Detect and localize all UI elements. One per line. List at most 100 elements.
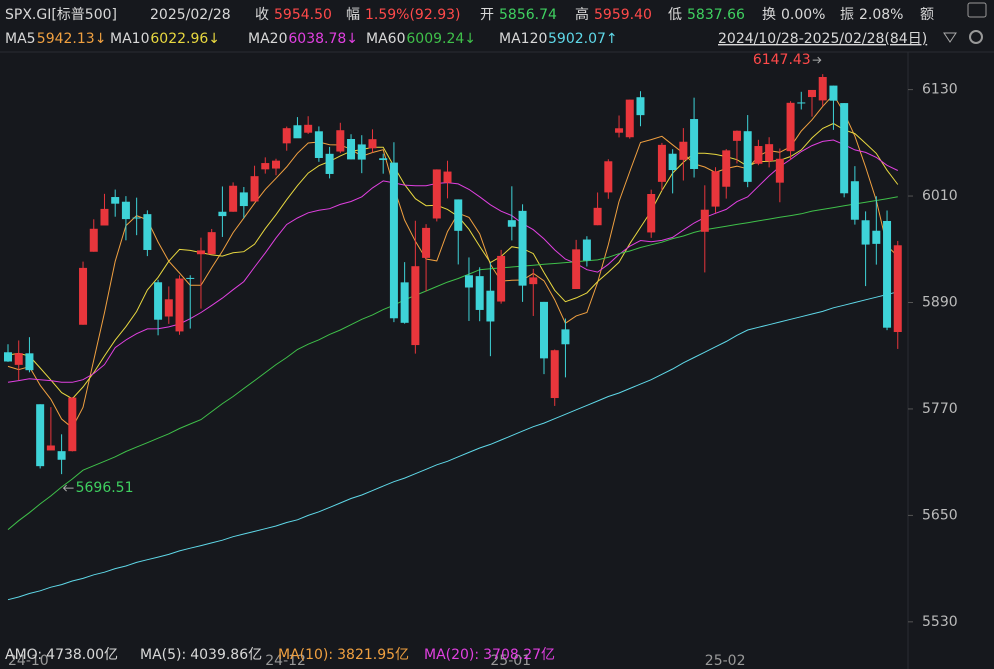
candle-body	[647, 194, 656, 233]
candle-body	[218, 211, 227, 217]
candle-body	[572, 249, 581, 290]
low-label: 5696.51	[76, 480, 134, 496]
candle-body	[196, 250, 205, 255]
field-label: 开	[480, 7, 494, 23]
candle-body	[293, 125, 302, 139]
candle-body	[272, 160, 280, 169]
candle-body	[111, 197, 120, 204]
candle-body	[79, 267, 88, 325]
candle-body	[786, 102, 795, 152]
candle-body	[379, 158, 388, 161]
y-tick-label: 6010	[922, 188, 958, 204]
candle-body	[304, 124, 313, 133]
footer-value: 4738.00亿	[46, 647, 118, 663]
candle-body	[829, 85, 838, 101]
candle-body	[486, 290, 495, 322]
candle-body	[668, 153, 677, 171]
field-value: 5959.40	[594, 7, 652, 23]
legend-value: 5942.13↓	[37, 31, 107, 47]
legend-name: MA120	[499, 31, 547, 47]
badge-icon[interactable]	[967, 2, 987, 18]
candle-body	[132, 217, 141, 219]
candle-body	[636, 97, 645, 116]
candle-body	[872, 230, 881, 244]
candle-body	[657, 144, 666, 182]
footer-label: AMO:	[5, 647, 42, 663]
footer-value: 3821.95亿	[337, 647, 409, 663]
candle-body	[282, 128, 291, 144]
candle-body	[164, 299, 173, 317]
candle-body	[454, 199, 463, 231]
footer-item: MA(5): 4039.86亿	[140, 647, 262, 663]
candle-body	[765, 144, 774, 162]
high-arrow	[812, 56, 822, 64]
candle-body	[100, 208, 109, 226]
y-tick-label: 5530	[922, 614, 958, 630]
legend-value: 5902.07↑	[548, 31, 618, 47]
candle-body	[754, 146, 763, 164]
date-range: 2024/10/28-2025/02/28(84日)	[718, 31, 927, 47]
dropdown-icon[interactable]	[943, 32, 957, 43]
symbol: SPX.GI[标普500]	[5, 7, 117, 23]
high-label: 6147.43	[753, 52, 811, 68]
field-label: 收	[255, 7, 269, 23]
field-label: 振	[840, 7, 854, 23]
candle-body	[840, 103, 849, 194]
candle-body	[690, 119, 699, 169]
y-tick-label: 6130	[922, 82, 958, 98]
footer-value: 4039.86亿	[190, 647, 262, 663]
candle-body	[625, 99, 634, 138]
field-value: 5856.74	[499, 7, 557, 23]
legend-name: MA5	[5, 31, 36, 47]
candle-body	[25, 353, 34, 371]
candle-body	[582, 239, 591, 261]
candle-body	[679, 141, 688, 160]
candle-body	[261, 163, 270, 170]
date: 2025/02/28	[150, 7, 231, 23]
candle-body	[207, 232, 216, 255]
candle-body	[314, 131, 323, 158]
y-tick-label: 5650	[922, 507, 958, 523]
field-label: 低	[668, 7, 682, 23]
candle-body	[14, 353, 23, 365]
field-value: 5954.50	[274, 7, 332, 23]
candle-body	[529, 277, 538, 285]
candle-body	[808, 89, 816, 98]
candle-body	[722, 150, 731, 187]
field-value: 0.00%	[781, 7, 825, 23]
candle-body	[422, 227, 431, 258]
candle-body	[883, 220, 892, 328]
legend-name: MA10	[110, 31, 149, 47]
footer-item: MA(20): 3708.27亿	[424, 647, 555, 663]
candle-body	[368, 139, 377, 149]
footer-label: MA(10):	[278, 647, 333, 663]
top-icons	[943, 2, 987, 44]
candle-body	[593, 207, 602, 226]
candle-body	[46, 445, 55, 451]
ma-line	[7, 196, 898, 530]
ma-line	[7, 291, 898, 601]
ma-line	[7, 93, 899, 429]
candle-body	[850, 181, 859, 220]
footer-item: MA(10): 3821.95亿	[278, 647, 409, 663]
candle-body	[186, 277, 195, 279]
candle-body	[389, 162, 398, 319]
settings-icon[interactable]	[969, 30, 983, 44]
candle-body	[775, 158, 784, 183]
x-tick-label: 25-02	[705, 653, 746, 669]
candle-body	[154, 282, 163, 320]
candle-body	[411, 266, 420, 346]
candle-body	[818, 76, 827, 101]
candle-body	[604, 161, 613, 193]
legend-value: 6022.96↓	[150, 31, 220, 47]
candle-body	[175, 278, 184, 332]
ma-line	[7, 122, 899, 400]
candle-body	[4, 352, 12, 362]
candle-body	[336, 130, 345, 152]
field-label: 额	[920, 7, 934, 23]
legend-name: MA60	[366, 31, 405, 47]
legend-name: MA20	[248, 31, 287, 47]
candle-body	[861, 220, 870, 245]
